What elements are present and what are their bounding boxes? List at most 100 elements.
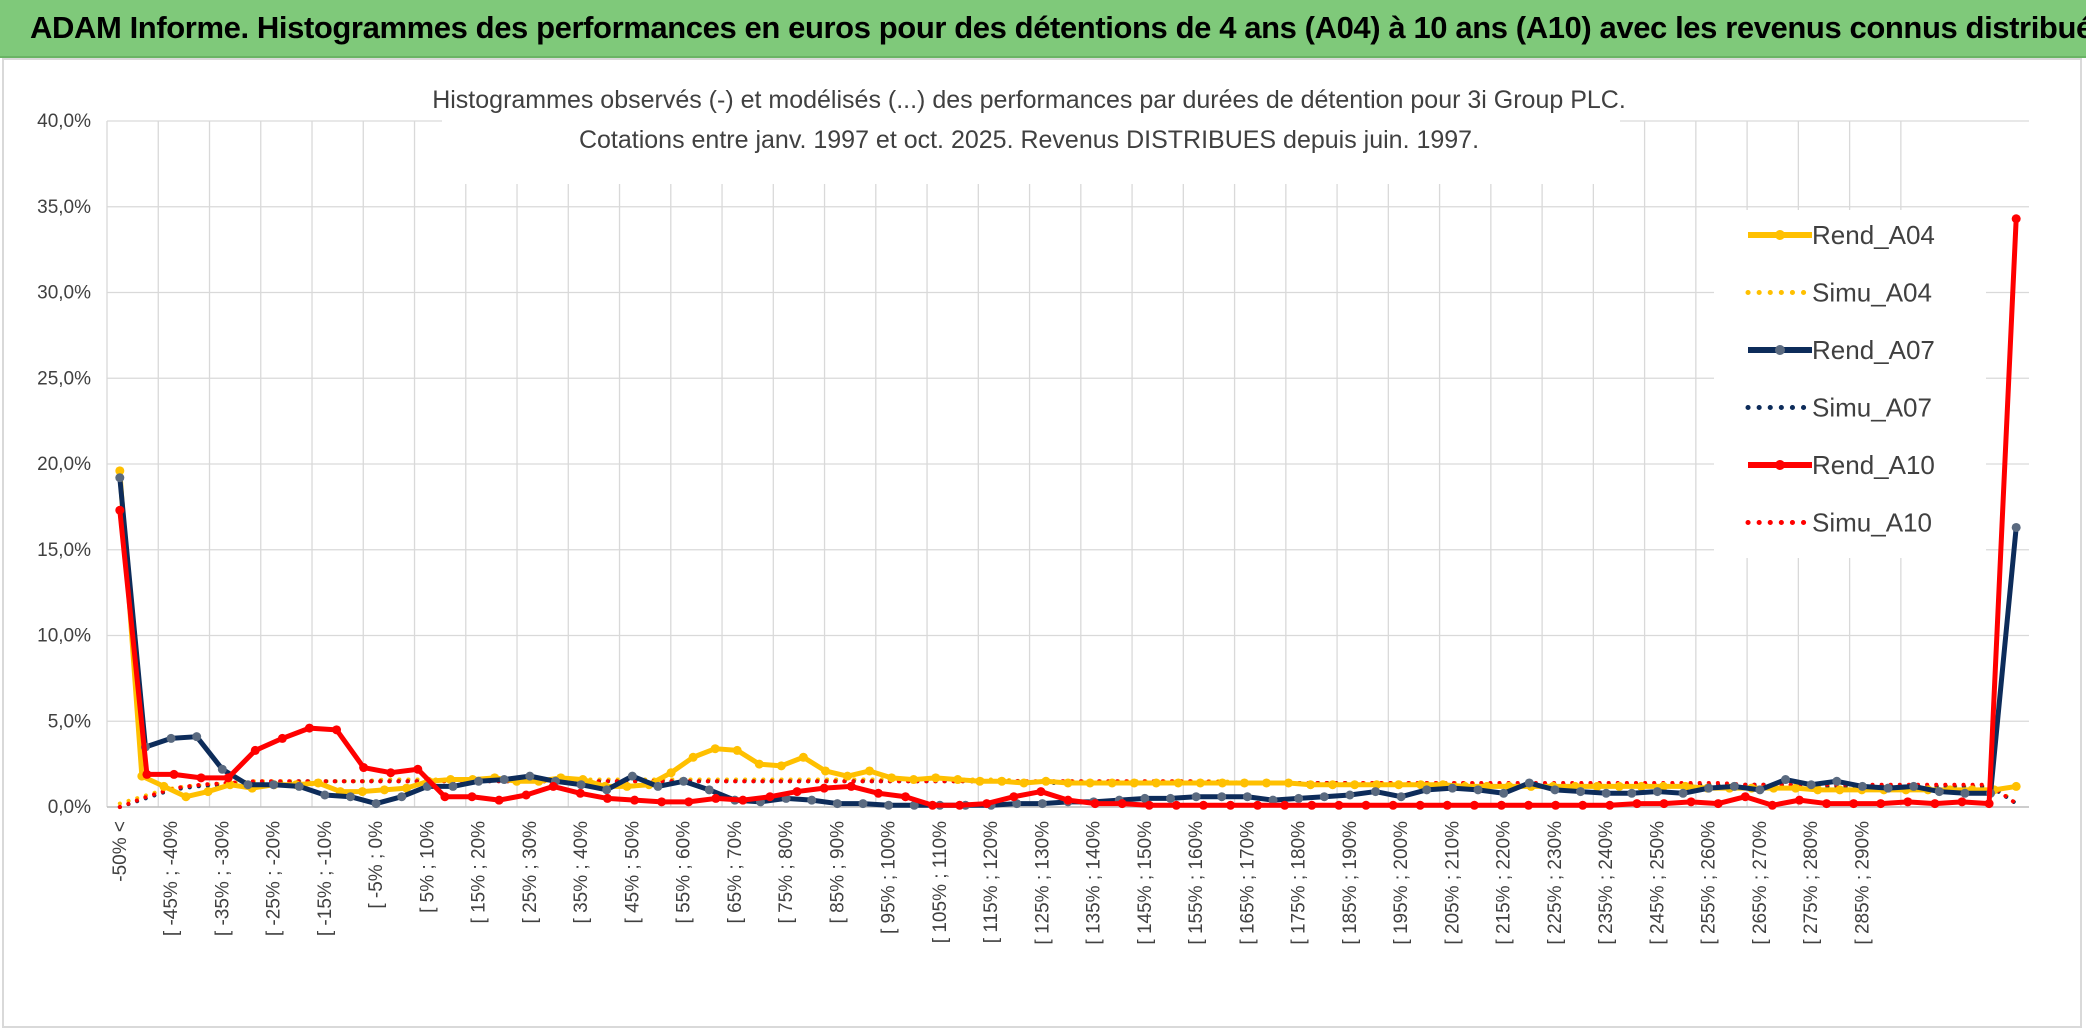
- data-point-rend-a04: [931, 773, 941, 783]
- data-point-rend-a07: [2011, 522, 2021, 532]
- chart-legend: Rend_A04 Simu_A04 Rend_A07 Simu_A07 Rend_A10…: [1714, 210, 1986, 558]
- y-tick-label: 35,0%: [37, 197, 91, 218]
- data-point-rend-a04: [1239, 778, 1249, 788]
- x-tick-label: [ 185% ; 190%: [1340, 821, 1361, 945]
- data-point-rend-a07: [1012, 799, 1022, 809]
- data-point-rend-a04: [1173, 778, 1183, 788]
- data-point-rend-a04: [313, 778, 323, 788]
- data-point-rend-a07: [525, 771, 535, 781]
- data-point-rend-a07: [1601, 788, 1611, 798]
- x-tick-label: [ -5% ; 0%: [366, 821, 387, 909]
- data-point-rend-a07: [1524, 778, 1534, 788]
- data-point-rend-a10: [765, 792, 775, 802]
- data-point-rend-a07: [1883, 783, 1893, 793]
- data-point-rend-a07: [1371, 787, 1381, 797]
- data-point-rend-a07: [1781, 775, 1791, 785]
- report-title: ADAM Informe. Histogrammes des performan…: [30, 10, 2086, 45]
- data-point-rend-a07: [1576, 787, 1586, 797]
- data-point-rend-a07: [1755, 785, 1765, 795]
- x-tick-label: [ 175% ; 180%: [1289, 821, 1310, 945]
- data-point-rend-a10: [142, 769, 152, 779]
- data-point-rend-a10: [1144, 800, 1154, 810]
- chart-title-line-2: Cotations entre janv. 1997 et oct. 2025.…: [579, 126, 1479, 154]
- x-tick-label: [ 5% ; 10%: [417, 821, 438, 913]
- data-point-rend-a04: [1614, 781, 1624, 791]
- x-tick-label: [ -15% ; -10%: [315, 821, 336, 936]
- data-point-rend-a07: [1166, 793, 1176, 803]
- data-point-rend-a10: [1334, 800, 1344, 810]
- data-point-rend-a10: [1957, 797, 1967, 807]
- data-point-rend-a10: [955, 800, 965, 810]
- histogram-line-chart: Histogrammes observés (-) et modélisés (…: [37, 80, 2029, 945]
- x-tick-label: [ 255% ; 260%: [1699, 821, 1720, 945]
- data-point-rend-a07: [371, 799, 381, 809]
- x-tick-label: [ 55% ; 60%: [674, 821, 695, 924]
- legend-label-rend-a04: Rend_A04: [1812, 220, 1935, 250]
- data-point-rend-a07: [397, 792, 407, 802]
- data-point-rend-a07: [858, 799, 868, 809]
- x-tick-label: [ -35% ; -30%: [212, 821, 233, 936]
- data-point-rend-a07: [1345, 790, 1355, 800]
- x-tick-label: [ 275% ; 280%: [1801, 821, 1822, 945]
- data-point-rend-a10: [711, 793, 721, 803]
- data-point-rend-a04: [622, 781, 632, 791]
- legend-background: [1714, 210, 1986, 558]
- data-point-rend-a07: [1729, 781, 1739, 791]
- data-point-rend-a10: [277, 733, 287, 743]
- x-tick-label: [ 75% ; 80%: [776, 821, 797, 924]
- x-tick-label: [ 125% ; 130%: [1032, 821, 1053, 945]
- x-tick-label: [ 45% ; 50%: [622, 821, 643, 924]
- data-point-rend-a04: [997, 776, 1007, 786]
- data-point-rend-a04: [1394, 780, 1404, 790]
- data-point-rend-a07: [1550, 785, 1560, 795]
- data-point-rend-a04: [798, 752, 808, 762]
- legend-label-simu-a04: Simu_A04: [1812, 278, 1932, 308]
- data-point-rend-a07: [499, 775, 509, 785]
- data-point-rend-a04: [953, 775, 963, 785]
- data-point-rend-a04: [2011, 781, 2021, 791]
- data-point-rend-a10: [1171, 800, 1181, 810]
- data-point-rend-a07: [1652, 787, 1662, 797]
- data-point-rend-a07: [704, 785, 714, 795]
- data-point-rend-a04: [1019, 778, 1029, 788]
- data-point-rend-a04: [1284, 778, 1294, 788]
- data-point-rend-a10: [575, 788, 585, 798]
- x-tick-label: [ 155% ; 160%: [1186, 821, 1207, 945]
- data-point-rend-a07: [320, 790, 330, 800]
- data-point-rend-a04: [1107, 778, 1117, 788]
- data-point-rend-a04: [203, 787, 213, 797]
- data-point-rend-a10: [1009, 792, 1019, 802]
- data-point-rend-a07: [832, 799, 842, 809]
- chart-frame: Histogrammes observés (-) et modélisés (…: [2, 58, 2082, 1028]
- x-tick-label: [ 105% ; 110%: [930, 821, 951, 943]
- report-header: ADAM Informe. Histogrammes des performan…: [0, 0, 2086, 58]
- data-point-rend-a10: [332, 725, 342, 735]
- data-point-rend-a10: [928, 800, 938, 810]
- legend-marker-rend-a07: [1775, 345, 1785, 355]
- y-tick-label: 0,0%: [48, 797, 91, 818]
- data-point-rend-a04: [1372, 780, 1382, 790]
- data-point-rend-a10: [467, 792, 477, 802]
- data-point-rend-a07: [1909, 781, 1919, 791]
- data-point-rend-a10: [1226, 800, 1236, 810]
- data-point-rend-a04: [1063, 778, 1073, 788]
- data-point-rend-a04: [732, 745, 742, 755]
- data-point-rend-a07: [1857, 781, 1867, 791]
- gridlines: [106, 120, 2029, 808]
- data-point-rend-a10: [386, 768, 396, 778]
- data-point-rend-a10: [1578, 800, 1588, 810]
- chart-title-line-1: Histogrammes observés (-) et modélisés (…: [432, 86, 1626, 114]
- data-point-rend-a10: [1307, 800, 1317, 810]
- x-tick-label: [ 165% ; 170%: [1237, 821, 1258, 945]
- data-point-rend-a07: [1422, 785, 1432, 795]
- data-point-rend-a07: [243, 780, 253, 790]
- data-point-rend-a07: [627, 771, 637, 781]
- data-point-rend-a10: [1090, 799, 1100, 809]
- x-tick-label: [ 85% ; 90%: [827, 821, 848, 924]
- data-point-rend-a07: [1217, 792, 1227, 802]
- x-tick-label: [ 115% ; 120%: [981, 821, 1002, 943]
- data-point-rend-a04: [710, 744, 720, 754]
- x-tick-label: [ 195% ; 200%: [1391, 821, 1412, 945]
- data-point-rend-a04: [181, 792, 191, 802]
- data-point-rend-a04: [1195, 778, 1205, 788]
